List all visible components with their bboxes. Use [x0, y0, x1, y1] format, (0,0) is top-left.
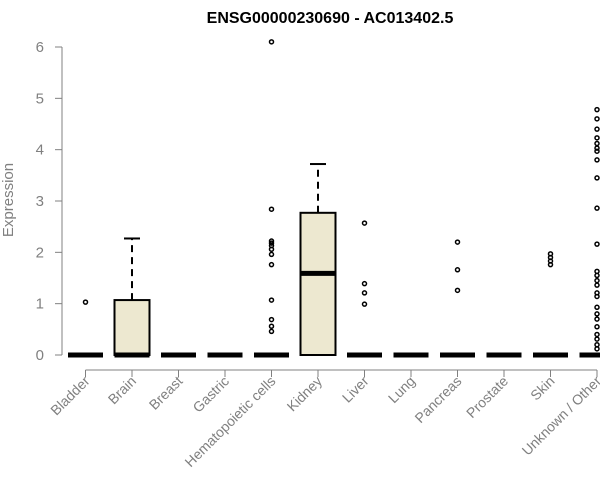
x-tick-label: Lung [385, 373, 418, 406]
x-tick-label: Breast [146, 373, 186, 413]
outlier-point [594, 135, 600, 141]
x-tick-label: Gastric [189, 373, 232, 416]
outlier-point [594, 304, 600, 311]
box-group [113, 237, 151, 358]
outlier-point [454, 287, 461, 294]
outlier-point [268, 323, 275, 330]
outlier-point [594, 140, 600, 147]
outlier-point [594, 157, 600, 163]
x-tick-label: Hematopoietic cells [181, 373, 278, 470]
outlier-point [594, 316, 600, 322]
outlier-point [594, 145, 600, 151]
outlier-point [454, 239, 461, 245]
outlier-point [268, 328, 275, 335]
x-tick-label: Brain [105, 373, 139, 407]
outlier-point [594, 324, 600, 330]
outlier-point [594, 346, 600, 352]
outlier-point [594, 272, 600, 279]
outlier-point [594, 116, 600, 122]
outlier-point [268, 240, 275, 246]
y-tick-label: 6 [36, 39, 44, 56]
y-tick-label: 3 [36, 193, 44, 210]
x-tick-label: Liver [339, 373, 372, 406]
outlier-point [594, 282, 600, 288]
box-series [68, 39, 600, 358]
y-tick-label: 4 [36, 142, 44, 159]
outlier-point [268, 39, 275, 45]
y-tick-label: 2 [36, 244, 44, 261]
box-iqr [113, 299, 151, 356]
outlier-point [594, 336, 600, 342]
y-axis-label: Expression [0, 163, 17, 237]
chart-title: ENSG00000230690 - AC013402.5 [207, 10, 454, 27]
x-tick-label: Pancreas [411, 373, 464, 426]
outlier-point [594, 241, 600, 247]
outlier-point [82, 299, 89, 305]
y-tick-label: 0 [36, 347, 44, 364]
box-group [440, 239, 475, 358]
outlier-point [594, 106, 600, 113]
outlier-point [594, 205, 600, 211]
outlier-point [594, 277, 600, 284]
outlier-point [268, 206, 275, 212]
x-tick-label: Kidney [284, 373, 326, 415]
y-tick-label: 1 [36, 296, 44, 313]
outlier-point [361, 280, 368, 287]
outlier-point [361, 290, 368, 296]
box-group [579, 106, 600, 358]
x-tick-label: Bladder [47, 373, 93, 419]
y-axis: 0 1 2 3 4 5 6 [36, 39, 63, 364]
box-group [347, 220, 382, 358]
box-group [254, 39, 289, 358]
outlier-point [547, 261, 554, 268]
outlier-point [454, 267, 461, 273]
box-iqr [299, 211, 337, 356]
outlier-point [594, 311, 600, 317]
x-tick-label: Skin [527, 373, 558, 404]
outlier-point [268, 246, 275, 253]
box-group [68, 299, 103, 358]
outlier-point [594, 126, 600, 132]
outlier-point [268, 251, 275, 258]
y-tick-label: 5 [36, 90, 44, 107]
outlier-point [361, 301, 368, 307]
outlier-point [594, 148, 600, 154]
outlier-point [361, 220, 368, 226]
x-tick-label: Unknown / Other [519, 373, 600, 459]
box-group [299, 163, 337, 356]
outlier-point [268, 316, 275, 323]
outlier-point [594, 175, 600, 181]
outlier-point [268, 297, 275, 303]
outlier-point [594, 293, 600, 300]
box-group [533, 251, 568, 358]
outlier-point [594, 331, 600, 338]
outlier-point [268, 261, 275, 268]
x-tick-label: Prostate [463, 373, 511, 421]
